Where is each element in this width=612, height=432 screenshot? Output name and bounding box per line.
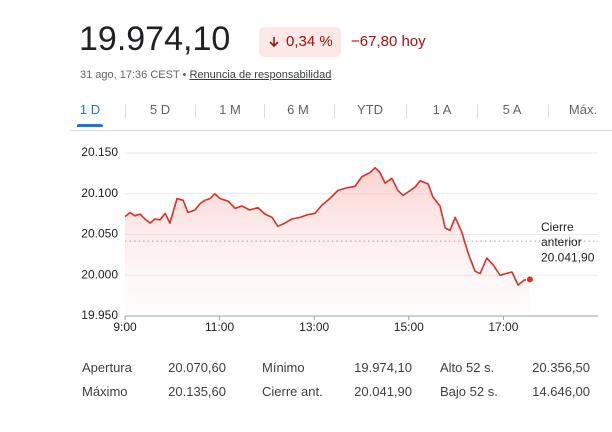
- stat-value: 20.041,90: [354, 384, 412, 399]
- stat-label: Mínimo: [262, 360, 305, 375]
- last-point: [525, 275, 534, 284]
- range-tabs: 1 D 5 D 1 M 6 M YTD 1 A 5 A Máx.: [60, 102, 612, 130]
- stat-label: Cierre ant.: [262, 384, 323, 399]
- range-tab[interactable]: 1 A: [432, 102, 452, 117]
- change-abs: −67,80 hoy: [351, 33, 426, 50]
- previous-close-value: 20.041,90: [541, 250, 595, 264]
- x-tick-label: 11:00: [205, 320, 234, 334]
- y-tick-label: 20.100: [81, 186, 118, 200]
- x-tick-label: 15:00: [394, 320, 424, 334]
- y-tick-label: 20.000: [81, 267, 118, 281]
- subline: 31 ago, 17:36 CEST • Renuncia de respons…: [80, 69, 331, 81]
- stat-label: Bajo 52 s.: [440, 384, 498, 399]
- tab-separator: [264, 104, 265, 118]
- stat-label: Alto 52 s.: [440, 360, 495, 375]
- stat-value: 19.974,10: [354, 360, 412, 375]
- tab-separator: [125, 104, 126, 118]
- tab-separator: [477, 104, 478, 118]
- range-tab[interactable]: Máx.: [568, 102, 598, 117]
- divider: [70, 130, 612, 131]
- stat-label: Apertura: [82, 360, 132, 375]
- change-badge: 0,34 %: [259, 27, 341, 57]
- range-tab[interactable]: 5 A: [502, 102, 522, 117]
- label-word: Cierre: [541, 220, 574, 234]
- y-tick-label: 20.150: [81, 145, 118, 159]
- stat-value: 20.135,60: [168, 384, 226, 399]
- range-tab[interactable]: 1 M: [219, 102, 241, 117]
- x-tick-label: 13:00: [299, 320, 329, 334]
- area-fill: [125, 167, 530, 316]
- change-pct: 0,34 %: [286, 33, 333, 50]
- disclaimer-link[interactable]: Renuncia de responsabilidad: [189, 69, 332, 81]
- down-arrow: [269, 37, 279, 48]
- y-tick-label: 19.950: [81, 308, 118, 322]
- x-tick-label: 9:00: [113, 320, 137, 334]
- x-tick-label: 17:00: [488, 320, 518, 334]
- label-word: anterior: [541, 235, 582, 249]
- tab-separator: [195, 104, 196, 118]
- stat-value: 20.070,60: [168, 360, 226, 375]
- tab-separator: [406, 104, 407, 118]
- price-line: [124, 166, 531, 286]
- tab-separator: [334, 104, 335, 118]
- previous-close-label: Cierre anterior: [541, 220, 582, 249]
- tab-separator: [547, 104, 549, 118]
- range-tab[interactable]: 5 D: [149, 102, 171, 117]
- stat-value: 14.646,00: [532, 384, 590, 399]
- range-tab[interactable]: YTD: [357, 102, 383, 117]
- stat-value: 20.356,50: [532, 360, 590, 375]
- stat-label: Máximo: [82, 384, 128, 399]
- range-tab[interactable]: 1 D: [76, 102, 104, 127]
- y-tick-label: 20.050: [81, 227, 118, 241]
- price: 19.974,10: [79, 20, 231, 58]
- timestamp: 31 ago, 17:36 CEST •: [80, 69, 187, 81]
- range-tab[interactable]: 6 M: [287, 102, 309, 117]
- chart: 19.950 20.000 20.050 20.100 20.150 9:00 11:00 1…: [81, 145, 598, 334]
